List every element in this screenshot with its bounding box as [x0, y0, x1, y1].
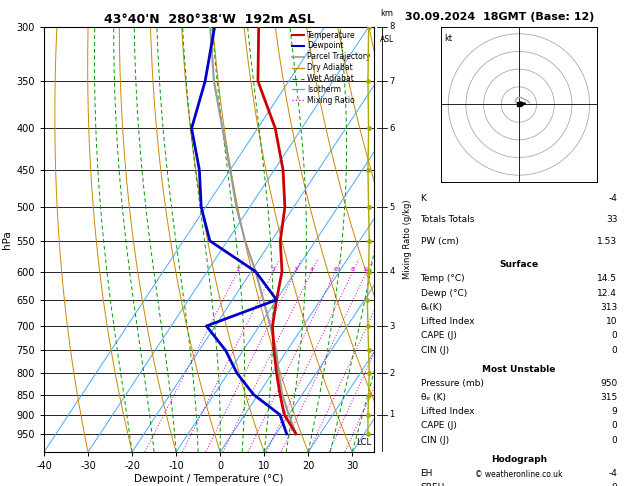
Text: -4: -4 — [608, 469, 617, 478]
Text: 10: 10 — [363, 266, 370, 272]
Text: θₑ (K): θₑ (K) — [421, 393, 445, 402]
Text: 4: 4 — [389, 267, 394, 276]
Text: 10: 10 — [606, 317, 617, 326]
Text: EH: EH — [421, 469, 433, 478]
Y-axis label: hPa: hPa — [3, 230, 12, 249]
Text: Mixing Ratio (g/kg): Mixing Ratio (g/kg) — [403, 200, 412, 279]
Text: 0: 0 — [611, 483, 617, 486]
Text: 0: 0 — [611, 435, 617, 445]
Text: θₑ(K): θₑ(K) — [421, 303, 443, 312]
Text: 8: 8 — [351, 266, 355, 272]
Text: 0: 0 — [611, 421, 617, 431]
Text: Dewp (°C): Dewp (°C) — [421, 289, 467, 297]
Text: SREH: SREH — [421, 483, 445, 486]
Text: 315: 315 — [600, 393, 617, 402]
Text: 30.09.2024  18GMT (Base: 12): 30.09.2024 18GMT (Base: 12) — [405, 12, 595, 22]
Text: kt: kt — [445, 34, 453, 43]
Text: CAPE (J): CAPE (J) — [421, 421, 457, 431]
Text: PW (cm): PW (cm) — [421, 237, 459, 246]
Text: km: km — [381, 9, 393, 18]
Text: -4: -4 — [608, 193, 617, 203]
Text: 14.5: 14.5 — [598, 275, 617, 283]
Text: Pressure (mb): Pressure (mb) — [421, 379, 484, 388]
Text: 12.4: 12.4 — [598, 289, 617, 297]
Text: 8: 8 — [389, 22, 395, 31]
Text: 3: 3 — [389, 322, 395, 330]
Text: Temp (°C): Temp (°C) — [421, 275, 465, 283]
Text: 313: 313 — [600, 303, 617, 312]
Text: 1: 1 — [236, 266, 240, 272]
Text: 3: 3 — [294, 266, 298, 272]
Text: 7: 7 — [389, 77, 395, 86]
Text: © weatheronline.co.uk: © weatheronline.co.uk — [475, 469, 563, 479]
X-axis label: Dewpoint / Temperature (°C): Dewpoint / Temperature (°C) — [135, 474, 284, 484]
Text: ASL: ASL — [380, 35, 394, 44]
Text: LCL: LCL — [356, 438, 371, 447]
Text: Most Unstable: Most Unstable — [482, 364, 555, 374]
Text: 1.53: 1.53 — [597, 237, 617, 246]
Text: Totals Totals: Totals Totals — [421, 215, 475, 225]
Text: 1: 1 — [389, 410, 394, 419]
Text: CIN (J): CIN (J) — [421, 346, 448, 355]
Text: 0: 0 — [611, 331, 617, 340]
Text: K: K — [421, 193, 426, 203]
Text: 6: 6 — [333, 266, 337, 272]
Title: 43°40'N  280°38'W  192m ASL: 43°40'N 280°38'W 192m ASL — [104, 13, 314, 26]
Text: CAPE (J): CAPE (J) — [421, 331, 457, 340]
Text: Hodograph: Hodograph — [491, 454, 547, 464]
Text: 6: 6 — [389, 124, 395, 133]
Text: 950: 950 — [600, 379, 617, 388]
Legend: Temperature, Dewpoint, Parcel Trajectory, Dry Adiabat, Wet Adiabat, Isotherm, Mi: Temperature, Dewpoint, Parcel Trajectory… — [292, 31, 370, 105]
Text: 4: 4 — [309, 266, 314, 272]
Text: 9: 9 — [611, 407, 617, 416]
Text: 5: 5 — [389, 203, 394, 212]
Text: 2: 2 — [271, 266, 276, 272]
Text: Surface: Surface — [499, 260, 538, 269]
Text: Lifted Index: Lifted Index — [421, 317, 474, 326]
Text: 2: 2 — [389, 369, 394, 378]
Text: CIN (J): CIN (J) — [421, 435, 448, 445]
Text: Lifted Index: Lifted Index — [421, 407, 474, 416]
Text: 33: 33 — [606, 215, 617, 225]
Text: 0: 0 — [611, 346, 617, 355]
